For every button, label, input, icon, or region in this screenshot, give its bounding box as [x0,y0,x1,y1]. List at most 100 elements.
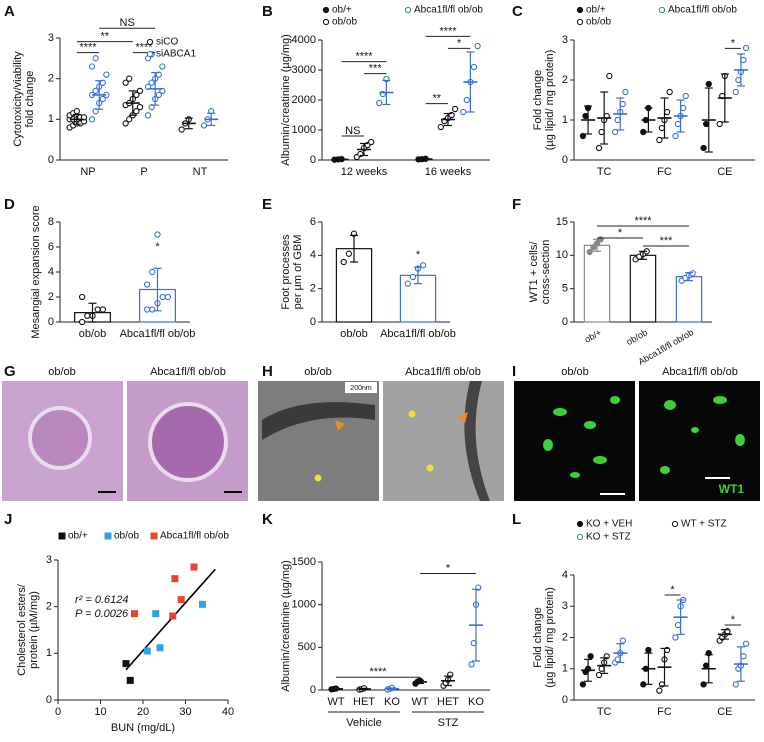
significance-label: * [670,584,675,596]
y-tick-label: 0 [562,154,568,166]
group-label: STZ [438,717,459,729]
y-tick-label: 2 [562,631,568,643]
significance-label: *** [369,63,383,75]
asterisk [426,464,434,472]
glomerulus [28,406,92,470]
data-point [732,88,739,96]
image-label: Abca1fl/fl ob/ob [405,366,481,378]
data-point [619,100,626,108]
y-tick-label: 10 [556,249,568,261]
y-tick-label: 5 [562,283,568,295]
x-tick-label: HET [353,696,375,708]
x-tick-label: 16 weeks [425,166,472,178]
y-axis-label: Albumin/creatinine (µg/mg) [280,34,292,166]
x-tick-label: ob/+ [583,327,603,345]
image-label: Abca1fl/fl ob/ob [662,366,738,378]
bar [583,244,611,323]
y-tick-label: 0 [48,154,54,166]
significance-label: NS [345,125,360,137]
data-point [474,42,481,50]
y-tick-label: 4 [48,266,54,278]
y-tick-label: 15 [556,216,568,228]
data-point [159,293,166,301]
data-point [340,258,347,266]
legend-label: siABCA1 [156,49,196,60]
data-point [122,660,130,668]
data-point [73,108,80,115]
annotation: P = 0.0026 [75,608,129,620]
x-tick-label: NP [80,166,95,178]
y-axis-label: Cytotoxicity/viability [12,51,24,147]
y-tick-label: 6 [48,241,54,253]
panel-letter: K [262,511,273,528]
legend-marker [658,6,666,14]
y-tick-label: 0 [562,694,568,706]
x-tick-label: Abca1fl/fl ob/ob [380,328,456,340]
x-tick-label: ob/ob [79,328,107,340]
x-tick-label: 12 weeks [341,166,388,178]
asterisk [408,410,416,418]
significance-label: * [446,562,451,574]
arrow [335,420,345,431]
x-tick-label: 30 [179,706,191,718]
x-tick-label: WT [327,696,344,708]
x-tick-label: 0 [55,706,61,718]
data-point [103,71,110,78]
panel-letter: J [4,511,12,528]
data-point [88,63,96,70]
y-tick-label: 0 [310,154,316,166]
legend-label: Abca1fl/fl ob/ob [160,531,229,542]
data-point [164,293,172,301]
y-tick-label: 3 [48,32,54,44]
x-tick-label: KO [384,696,400,708]
data-point [735,76,742,84]
data-point [143,281,151,288]
significance-label: **** [79,42,97,54]
legend-label: ob/+ [332,5,352,16]
significance-label: * [618,227,623,239]
significance-label: ** [433,93,442,105]
y-tick-label: 2 [48,291,54,303]
data-point [742,640,750,647]
data-point [674,120,682,128]
y-axis-label: protein (µM/mg) [28,591,40,669]
legend-label: Abca1fl/fl ob/ob [668,5,737,16]
significance-label: ** [101,31,110,43]
glomerulus [148,402,228,482]
y-tick-label: 0 [46,694,52,706]
x-tick-label: KO [468,696,484,708]
data-point [169,612,177,620]
data-point [703,662,710,669]
image-label: ob/ob [561,366,589,378]
y-tick-label: 1 [562,114,568,126]
data-point [470,63,478,71]
data-point [674,621,682,629]
x-tick-label: FC [657,706,672,718]
data-point [672,634,679,641]
y-axis-label: cross-section [540,240,552,305]
significance-label: * [731,614,736,626]
panel-letter: B [262,3,273,20]
panel-letter: F [512,196,521,213]
y-tick-label: 2 [562,74,568,86]
data-point [133,108,140,115]
data-point [595,144,603,152]
annotation: r² = 0.6124 [75,594,129,606]
data-point [143,306,151,313]
y-axis-label: WT1 + cells/ [528,241,540,303]
legend-label: Abca1fl/fl ob/ob [414,5,483,16]
data-point [716,120,723,128]
image-label: Abca1fl/fl ob/ob [150,366,226,378]
data-point [84,312,91,319]
data-point [689,270,696,277]
data-point [136,103,144,111]
data-point [590,244,597,251]
data-point [133,91,140,99]
data-point [740,653,747,660]
x-axis-label: BUN (mg/dL) [111,722,175,734]
y-tick-label: 2 [48,73,54,85]
stain-label: WT1 [719,482,745,496]
data-point [122,79,129,86]
significance-label: **** [355,51,373,63]
legend-label: ob/+ [68,531,88,542]
